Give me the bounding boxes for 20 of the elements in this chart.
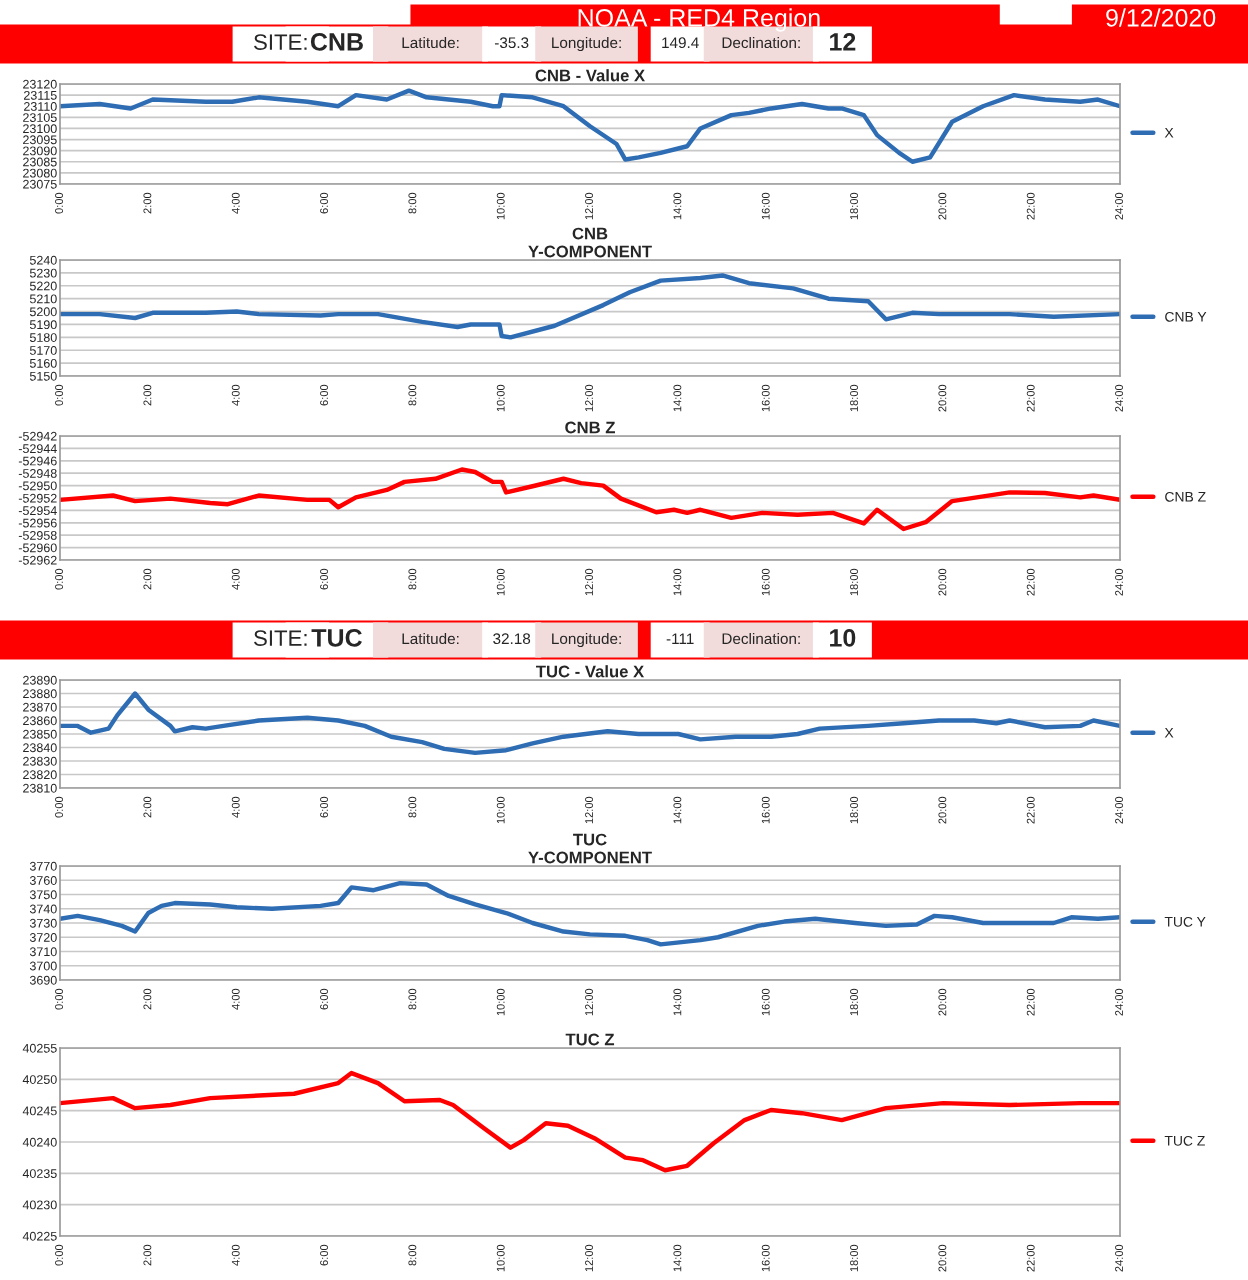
text: CNB (310, 33, 363, 51)
text: 12 (830, 33, 856, 51)
text: NOAA - RED4 Region (578, 8, 820, 32)
chart-title: TUC - Value X (536, 665, 645, 678)
chart-title: TUC Z (565, 1033, 615, 1046)
text: 10 (830, 629, 856, 647)
chart-title: CNB Z (565, 421, 615, 434)
chart-title: CNB Y-COMPONENT (528, 227, 652, 258)
line-series (60, 691, 1120, 756)
line-series (60, 467, 1120, 532)
text: 9/12/2020 (1106, 8, 1216, 27)
line-series (60, 880, 1120, 947)
line-series (60, 273, 1120, 340)
line-series (60, 88, 1120, 164)
text: SITE: (254, 34, 307, 50)
chart-title: CNB - Value X (535, 69, 645, 82)
line-series (60, 1070, 1120, 1173)
text: TUC (311, 629, 362, 647)
chart-title: TUC Y-COMPONENT (528, 833, 652, 864)
text: SITE: (254, 630, 307, 646)
